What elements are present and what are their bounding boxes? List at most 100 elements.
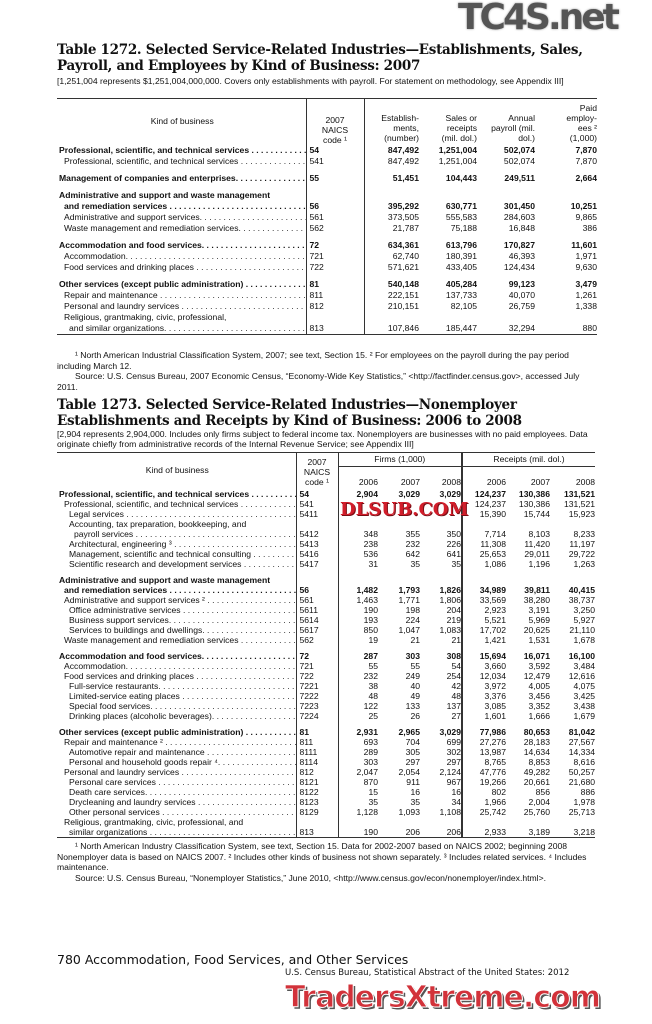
naics-code: 5411 — [295, 508, 338, 519]
label-text: Other personal services — [69, 806, 160, 817]
label-text: Accommodation and food services. — [59, 239, 205, 250]
value-cell: 613,796 — [445, 239, 477, 250]
leader-dots: . . . . . . . . . . . . . . . . . . . . … — [162, 806, 296, 817]
gap-cell — [305, 183, 364, 190]
value-cell: 15 — [337, 786, 378, 797]
value-cell: 48 — [337, 690, 378, 701]
value-cell: 2,931 — [337, 726, 378, 737]
row-label: Architectural, engineering ³ . . . . . .… — [57, 539, 296, 549]
value-cell: 38,280 — [523, 594, 550, 605]
row-label: Professional, scientific, and technical … — [57, 156, 306, 167]
row-gap — [57, 644, 595, 651]
value-cell: 3,352 — [528, 700, 550, 711]
value-cell: 1,463 — [337, 594, 378, 605]
value-cell: 911 — [406, 776, 420, 787]
row-label: Religious, grantmaking, civic, professio… — [57, 817, 296, 827]
value-cell: 27,276 — [461, 736, 506, 747]
label-text: Business support services. — [69, 614, 172, 625]
value-cell: 238 — [337, 538, 378, 549]
value-cell: 25,653 — [461, 548, 506, 559]
naics-code: 5614 — [295, 614, 338, 625]
naics-code: 562 — [295, 634, 338, 645]
value-cell: 1,083 — [439, 624, 461, 635]
row-label: Waste management and remediation service… — [57, 223, 306, 234]
table-row: Management, scientific and technical con… — [57, 548, 595, 559]
value-cell: 847,492 — [363, 144, 419, 156]
naics-code: 811 — [295, 736, 338, 747]
value-cell: 856 — [535, 786, 550, 797]
value-cell: 3,189 — [506, 826, 550, 838]
row-gap — [57, 568, 595, 575]
label-text: payroll services — [74, 528, 134, 539]
row-gap — [57, 720, 595, 727]
label-text: Administrative and support and waste man… — [59, 574, 271, 585]
naics-code: 721 — [295, 660, 338, 671]
value-cell: 50,257 — [568, 766, 596, 777]
value-cell: 25,760 — [523, 806, 550, 817]
value-cell — [461, 574, 506, 585]
naics-code: 813 — [305, 322, 364, 335]
label-text: Food services and drinking places — [64, 670, 194, 681]
value-cell: 3,592 — [528, 660, 550, 671]
value-cell: 847,492 — [363, 155, 419, 167]
table-row: Full-service restaurants. . . . . . . . … — [57, 680, 595, 691]
value-cell: 27,567 — [568, 736, 596, 747]
value-cell: 226 — [446, 538, 461, 549]
value-cell: 15,390 — [461, 508, 506, 519]
naics-code: 81 — [305, 278, 364, 290]
value-cell: 4,005 — [528, 680, 550, 691]
value-cell: 3,029 — [439, 488, 461, 499]
value-cell: 634,361 — [363, 239, 419, 251]
value-cell: 1,679 — [573, 710, 596, 721]
title-line: Table 1273. Selected Service-Related Ind… — [57, 397, 517, 413]
table-1272-footnotes: ¹ North American Industrial Classificati… — [57, 350, 602, 392]
value-cell: 348 — [337, 528, 378, 539]
value-cell: 3,376 — [461, 690, 506, 701]
table-row: and similar organizations. . . . . . . .… — [57, 322, 597, 335]
table-1273: Kind of business 2007 NAICS code ¹ Firms… — [57, 452, 596, 838]
label-text: Special food services. — [69, 700, 153, 711]
value-cell: 5,927 — [573, 614, 596, 625]
value-cell: 540,148 — [363, 278, 419, 290]
naics-code: 56 — [295, 584, 338, 595]
value-cell: 8,616 — [573, 756, 596, 767]
leader-dots: . . . . . . . . . . . . . . . . . . . . … — [206, 239, 306, 250]
header-payroll: Annual payroll (mil. dol.) — [491, 112, 535, 143]
title-line: Payroll, and Employees by Kind of Busine… — [57, 58, 421, 74]
value-cell: 386 — [582, 222, 597, 233]
header-kind: Kind of business — [145, 464, 209, 475]
leader-dots: . . . . . . . . . . . . . . . . . . . . … — [128, 250, 306, 261]
naics-code: 55 — [305, 172, 364, 184]
value-cell: 210,151 — [363, 300, 419, 312]
row-label: Repair and maintenance . . . . . . . . .… — [57, 290, 306, 301]
value-cell: 77,986 — [461, 726, 506, 737]
value-cell: 48 — [451, 690, 461, 701]
row-label: Repair and maintenance ² . . . . . . . .… — [57, 737, 296, 747]
value-cell: 5,521 — [461, 614, 506, 625]
value-cell: 3,484 — [573, 660, 596, 671]
row-label: Services to buildings and dwellings. . .… — [57, 625, 296, 635]
value-cell: 3,438 — [573, 700, 596, 711]
value-cell: 34 — [451, 796, 461, 807]
value-cell — [378, 519, 420, 529]
page-footer: 780 Accommodation, Food Services, and Ot… — [57, 952, 409, 967]
gap-cell — [337, 720, 378, 727]
table-row: Personal and household goods repair ⁴. .… — [57, 756, 596, 767]
value-cell: 38 — [337, 680, 378, 691]
row-label: Drycleaning and laundry services . . . .… — [57, 797, 296, 807]
leader-dots: . . . . . . . . . . . . . . . . . . . . … — [163, 680, 296, 691]
leader-dots: . . . . . . . . . . . . . . . . . . . . … — [165, 736, 296, 747]
value-cell — [378, 575, 420, 585]
row-label: Administrative and support and waste man… — [57, 190, 306, 201]
label-text: Legal services — [69, 508, 124, 519]
value-cell: 3,029 — [398, 488, 420, 499]
value-cell: 9,865 — [575, 211, 597, 222]
value-cell: 2,124 — [439, 766, 461, 777]
leader-dots: . . . . . . . . . . . . . . . . . . . . … — [168, 322, 306, 333]
value-cell: 642 — [405, 548, 420, 559]
value-cell: 42 — [451, 680, 461, 691]
label-text: Administrative and support and waste man… — [59, 189, 271, 200]
value-cell: 40,070 — [508, 289, 535, 300]
value-cell: 641 — [446, 548, 461, 559]
header-kind: Kind of business — [150, 115, 214, 126]
